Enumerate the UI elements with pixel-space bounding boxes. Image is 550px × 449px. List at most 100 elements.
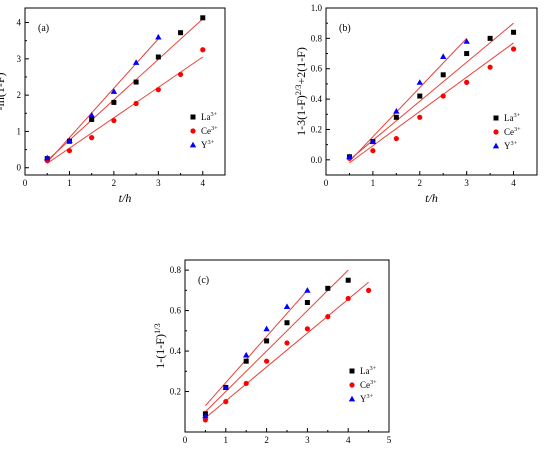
y-tick-label: 3 <box>17 54 22 64</box>
fit-line-La <box>205 269 349 413</box>
legend-marker <box>493 115 499 121</box>
data-point <box>223 399 229 405</box>
data-point <box>304 326 310 332</box>
x-axis-label: t/h <box>119 191 132 205</box>
data-point <box>202 417 208 423</box>
fit-line-Ce <box>349 42 514 164</box>
data-point <box>243 358 249 364</box>
data-point <box>417 114 423 120</box>
y-tick-label: 0.6 <box>311 64 323 74</box>
data-point <box>263 325 270 332</box>
data-point <box>44 154 51 161</box>
data-point <box>66 148 73 154</box>
legend-marker <box>349 382 355 388</box>
legend-entry: Y3+ <box>201 139 215 150</box>
panel-label: (a) <box>38 23 49 34</box>
data-point <box>222 384 229 390</box>
data-point <box>393 108 400 114</box>
data-point <box>155 87 161 93</box>
y-tick-label: 0.2 <box>311 124 322 134</box>
x-tick-label: 4 <box>511 178 516 188</box>
legend-marker <box>189 141 197 148</box>
data-point <box>393 135 399 142</box>
data-point <box>416 79 423 85</box>
data-point <box>304 299 310 305</box>
legend-entry: Y3+ <box>360 393 374 404</box>
legend-marker <box>493 129 499 135</box>
x-tick-label: 2 <box>418 178 423 188</box>
data-point <box>200 47 206 53</box>
legend-entry: Ce3+ <box>360 379 377 390</box>
x-tick-label: 0 <box>183 435 188 445</box>
fit-line-Ce <box>46 56 204 164</box>
y-tick-label: 4 <box>17 18 22 28</box>
data-point <box>264 358 270 364</box>
data-point <box>133 100 139 107</box>
y-axis-label: 1-3(1-F)2/3+2(1-F) <box>294 47 308 136</box>
panel-label: (c) <box>198 275 209 286</box>
chart-panel-1: 0 1 2 3 4 0 1 2 3 4 t/h -ln(1-F) (a) La3+ Ce3+ Y3+ <box>0 7 226 205</box>
data-point <box>155 33 162 40</box>
data-point <box>440 93 446 99</box>
fit-line-Y <box>46 38 159 163</box>
data-point <box>325 314 331 320</box>
legend-entry: Y3+ <box>504 140 518 151</box>
legend-marker <box>349 368 355 374</box>
y-tick-label: 0.8 <box>311 33 323 43</box>
x-tick-label: 1 <box>224 435 229 445</box>
data-point <box>283 303 291 309</box>
fit-line-Y <box>349 38 468 162</box>
legend: La3+ Ce3+ Y3+ <box>189 111 218 150</box>
data-point <box>370 148 376 154</box>
data-point <box>304 287 311 293</box>
fit-line-La <box>46 18 204 161</box>
legend-entry: Ce3+ <box>504 126 521 137</box>
legend-marker <box>190 128 196 134</box>
legend-marker <box>348 395 356 402</box>
data-point <box>440 72 446 78</box>
data-point <box>133 79 139 85</box>
y-tick-label: 1 <box>17 126 22 136</box>
data-point <box>511 29 517 35</box>
y-tick-label: 0.6 <box>170 306 182 316</box>
plot-frame <box>184 259 390 433</box>
y-axis-label: -ln(1-F) <box>0 73 7 111</box>
plot-frame <box>325 7 538 176</box>
legend-entry: Ce3+ <box>201 125 218 136</box>
data-point <box>243 380 249 387</box>
data-point <box>177 71 184 78</box>
plot-frame <box>24 7 226 176</box>
y-tick-label: 1.0 <box>311 3 323 13</box>
data-point <box>243 351 250 358</box>
data-point <box>346 153 353 160</box>
x-tick-label: 1 <box>67 178 72 188</box>
x-tick-label: 3 <box>156 178 161 188</box>
data-point <box>110 88 118 94</box>
y-tick-label: 0.4 <box>311 94 323 104</box>
legend-entry: La3+ <box>504 112 521 123</box>
legend-marker <box>190 114 196 120</box>
x-tick-label: 3 <box>305 435 310 445</box>
data-point <box>366 287 372 293</box>
x-tick-label: 3 <box>464 178 469 188</box>
y-axis-label: 1-(1-F)1/3 <box>153 323 167 368</box>
data-point <box>89 135 95 141</box>
x-tick-label: 0 <box>324 178 329 188</box>
x-tick-label: 4 <box>346 435 351 445</box>
data-point <box>66 137 73 143</box>
y-tick-label: 0.0 <box>311 155 323 165</box>
data-point <box>369 138 377 144</box>
x-tick-label: 0 <box>23 178 28 188</box>
fit-line-Y <box>205 290 308 407</box>
data-point <box>132 59 140 65</box>
x-tick-label: 1 <box>371 178 376 188</box>
data-point <box>200 15 206 21</box>
data-point <box>264 338 270 344</box>
chart-panel-3: 0123450.20.40.60.8t/h1-(1-F)1/3(c)La3+Ce… <box>153 259 392 449</box>
data-point <box>464 51 470 57</box>
y-tick-label: 0.4 <box>170 346 182 356</box>
data-point <box>111 99 117 105</box>
legend-entry: La3+ <box>360 365 377 376</box>
legend-entry: La3+ <box>201 111 218 122</box>
legend-marker <box>492 142 500 149</box>
